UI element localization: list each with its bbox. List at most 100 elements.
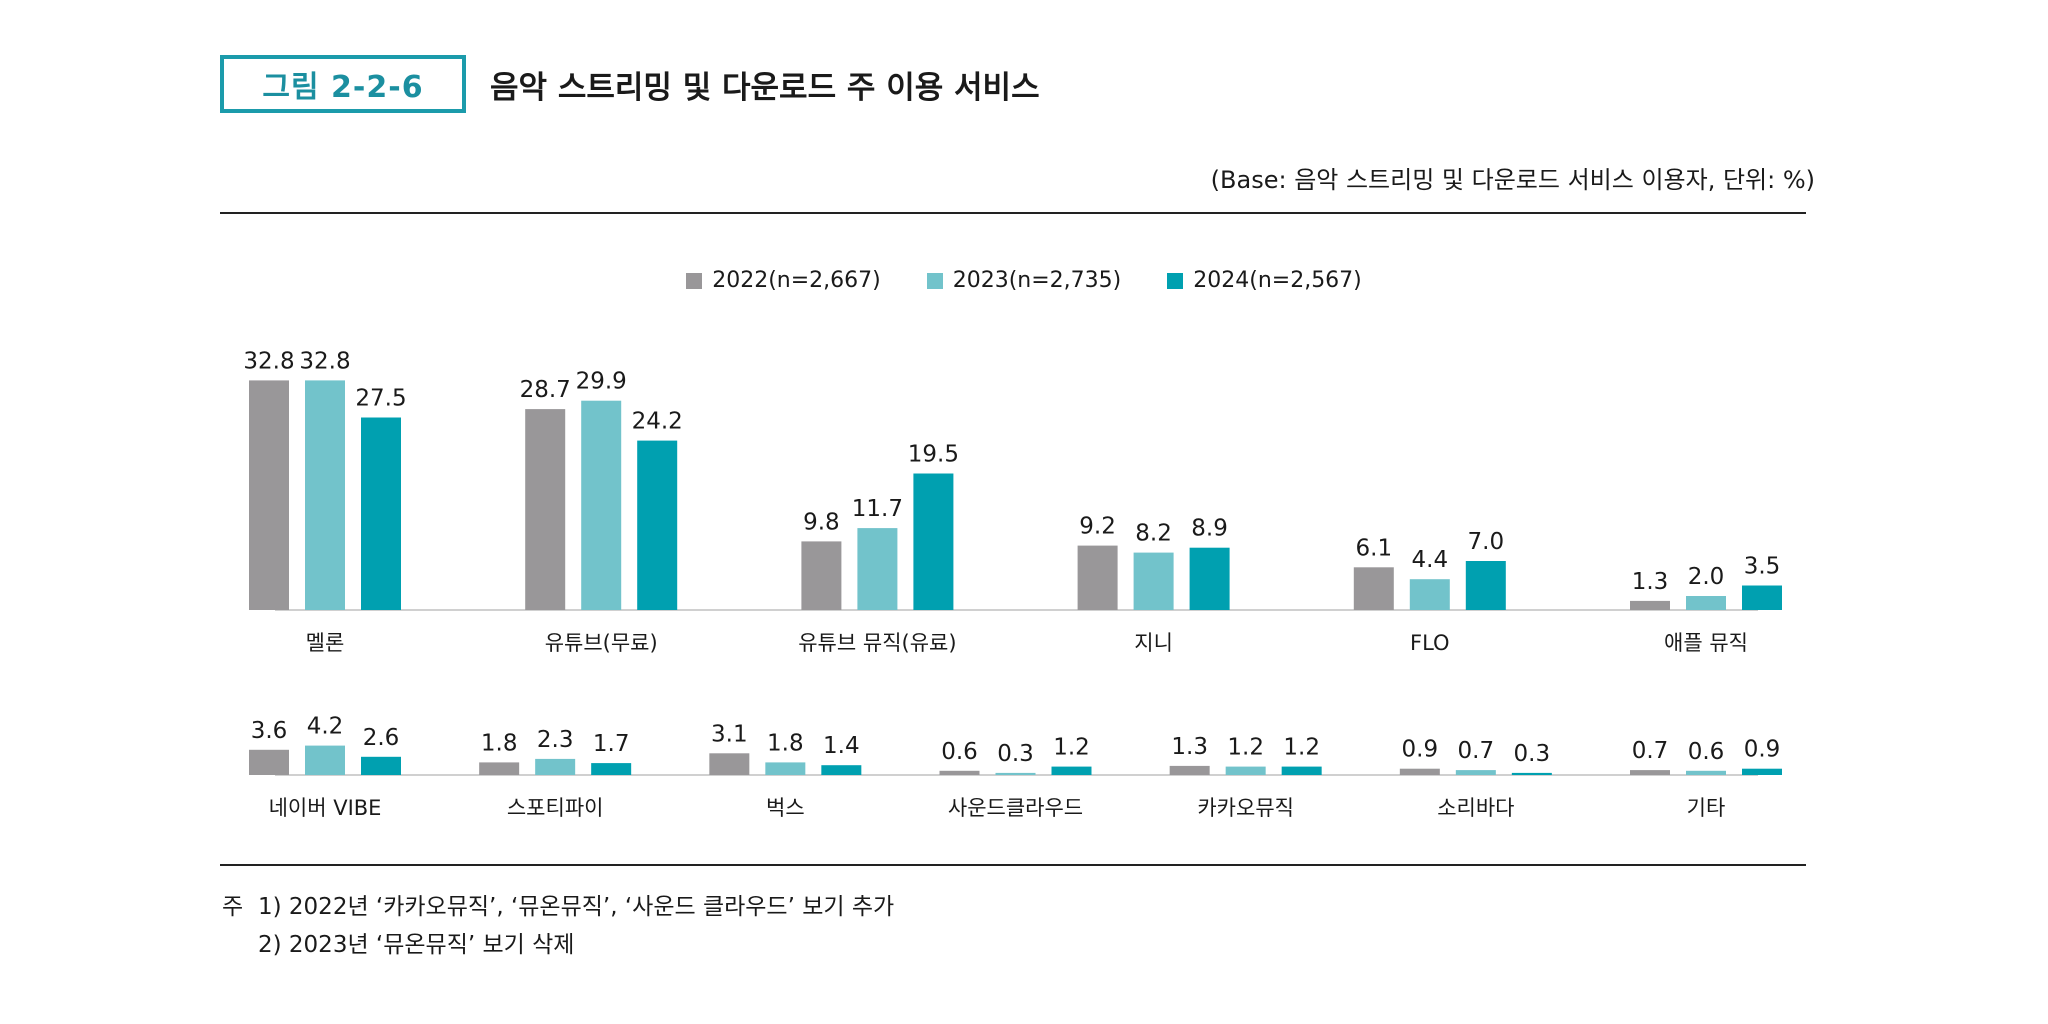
bottom-bar-2-0 <box>709 753 750 775</box>
bottom-bar-label-3-2: 1.2 <box>1053 735 1090 761</box>
top-bar-label-1-2: 24.2 <box>632 409 683 435</box>
bottom-bar-2-1 <box>765 762 806 775</box>
top-bar-label-3-0: 9.2 <box>1079 514 1116 540</box>
bottom-bar-label-3-1: 0.3 <box>997 741 1034 767</box>
bottom-bar-5-2 <box>1511 772 1552 775</box>
top-bar-label-4-1: 4.4 <box>1412 547 1449 573</box>
top-bar-label-0-1: 32.8 <box>299 348 350 374</box>
bottom-bar-label-5-2: 0.3 <box>1514 741 1551 767</box>
bottom-rule <box>220 864 1806 866</box>
top-bar-1-2 <box>637 440 678 610</box>
bottom-bar-1-1 <box>535 758 576 775</box>
top-bar-label-1-1: 29.9 <box>576 369 627 395</box>
bottom-bar-label-4-1: 1.2 <box>1227 735 1264 761</box>
top-bar-label-5-1: 2.0 <box>1688 564 1725 590</box>
legend-item-2023: 2023(n=2,735) <box>926 268 1121 293</box>
legend-swatch-2023 <box>926 272 943 289</box>
top-bar-1-1 <box>581 400 622 610</box>
bottom-category-label-1: 스포티파이 <box>507 796 604 820</box>
bottom-category-label-3: 사운드클라우드 <box>948 796 1083 820</box>
bottom-bar-0-1 <box>305 745 345 775</box>
bottom-bar-label-0-0: 3.6 <box>251 718 288 744</box>
bottom-bar-6-2 <box>1742 768 1782 775</box>
figure-label: 그림 2-2-6 <box>220 55 466 113</box>
bottom-category-label-6: 기타 <box>1687 796 1726 820</box>
bottom-bar-label-5-0: 0.9 <box>1402 737 1439 763</box>
top-bar-label-4-2: 7.0 <box>1468 529 1505 555</box>
bottom-category-label-0: 네이버 VIBE <box>269 796 382 820</box>
top-bar-label-0-2: 27.5 <box>355 386 406 412</box>
top-bar-label-5-2: 3.5 <box>1744 554 1781 580</box>
bottom-bar-1-0 <box>479 762 520 775</box>
bottom-bar-label-0-2: 2.6 <box>363 725 400 751</box>
top-bar-5-0 <box>1630 600 1670 610</box>
legend-item-2024: 2024(n=2,567) <box>1167 268 1362 293</box>
bottom-bar-label-4-0: 1.3 <box>1171 734 1208 760</box>
legend-swatch-2024 <box>1167 272 1184 289</box>
top-bar-label-0-0: 32.8 <box>243 348 294 374</box>
bottom-bar-1-2 <box>591 763 632 775</box>
bottom-bar-label-1-1: 2.3 <box>537 727 574 753</box>
bottom-bar-label-6-0: 0.7 <box>1632 738 1669 764</box>
top-bar-5-2 <box>1742 585 1782 610</box>
top-bar-3-2 <box>1189 547 1230 610</box>
figure-title: 음악 스트리밍 및 다운로드 주 이용 서비스 <box>490 70 1040 106</box>
footnotes: 주 1) 2022년 ‘카카오뮤직’, ‘뮤온뮤직’, ‘사운드 클라우드’ 보기… <box>222 888 894 964</box>
top-bar-3-1 <box>1133 552 1174 610</box>
top-bar-label-5-0: 1.3 <box>1632 569 1669 595</box>
top-bar-label-3-1: 8.2 <box>1135 521 1172 547</box>
bottom-bar-6-1 <box>1686 770 1726 775</box>
top-rule <box>220 212 1806 214</box>
top-bar-4-0 <box>1353 567 1394 610</box>
top-bar-2-0 <box>801 541 842 610</box>
top-bar-label-2-2: 19.5 <box>908 442 959 468</box>
top-bar-label-1-0: 28.7 <box>520 377 571 403</box>
top-bar-3-0 <box>1077 545 1118 610</box>
top-bar-label-2-1: 11.7 <box>852 496 903 522</box>
top-bar-1-0 <box>525 409 566 610</box>
bottom-bar-3-2 <box>1051 766 1092 775</box>
bottom-bar-label-6-2: 0.9 <box>1744 737 1781 763</box>
top-category-label-2: 유튜브 뮤직(유료) <box>798 631 956 655</box>
top-bar-2-2 <box>913 473 954 610</box>
top-bar-4-1 <box>1409 579 1450 610</box>
legend-label-2024: 2024(n=2,567) <box>1193 268 1362 293</box>
bottom-bar-label-2-2: 1.4 <box>823 733 860 759</box>
bottom-bar-3-1 <box>995 772 1036 775</box>
top-bar-label-3-2: 8.9 <box>1191 516 1228 542</box>
bottom-bar-label-0-1: 4.2 <box>307 714 344 740</box>
bottom-bar-0-2 <box>361 756 401 775</box>
top-category-label-3: 지니 <box>1134 631 1173 655</box>
top-bar-0-2 <box>361 417 401 610</box>
bottom-bar-label-6-1: 0.6 <box>1688 739 1725 765</box>
top-category-label-0: 멜론 <box>306 631 345 655</box>
bottom-category-label-5: 소리바다 <box>1437 796 1514 820</box>
top-bar-4-2 <box>1465 561 1506 610</box>
footnote-2: 2) 2023년 ‘뮤온뮤직’ 보기 삭제 <box>222 926 894 964</box>
bottom-bar-4-2 <box>1281 766 1322 775</box>
top-category-label-1: 유튜브(무료) <box>545 631 658 655</box>
top-bar-2-1 <box>857 528 898 610</box>
top-bar-label-4-0: 6.1 <box>1356 535 1393 561</box>
top-bar-0-1 <box>305 380 345 610</box>
bottom-bar-label-4-2: 1.2 <box>1283 735 1320 761</box>
footnote-1-text: 1) 2022년 ‘카카오뮤직’, ‘뮤온뮤직’, ‘사운드 클라우드’ 보기 … <box>258 894 895 920</box>
legend-label-2022: 2022(n=2,667) <box>712 268 881 293</box>
bottom-bar-2-2 <box>821 765 862 775</box>
bottom-bar-5-1 <box>1455 770 1496 775</box>
bottom-bar-6-0 <box>1630 770 1670 775</box>
legend-item-2022: 2022(n=2,667) <box>686 268 881 293</box>
bottom-bar-3-0 <box>939 770 980 775</box>
bottom-bar-label-1-2: 1.7 <box>593 731 630 757</box>
top-bar-5-1 <box>1686 596 1726 610</box>
bottom-category-label-4: 카카오뮤직 <box>1197 796 1294 820</box>
bottom-bar-label-2-1: 1.8 <box>767 730 804 756</box>
top-category-label-4: FLO <box>1410 631 1450 655</box>
footnote-2-text: 2) 2023년 ‘뮤온뮤직’ 보기 삭제 <box>258 932 575 958</box>
top-bar-label-2-0: 9.8 <box>803 509 840 535</box>
bottom-bar-4-0 <box>1169 765 1210 775</box>
bottom-bar-0-0 <box>249 749 289 775</box>
footnote-1: 주 1) 2022년 ‘카카오뮤직’, ‘뮤온뮤직’, ‘사운드 클라우드’ 보기… <box>222 888 894 926</box>
bottom-bar-5-0 <box>1399 768 1440 775</box>
